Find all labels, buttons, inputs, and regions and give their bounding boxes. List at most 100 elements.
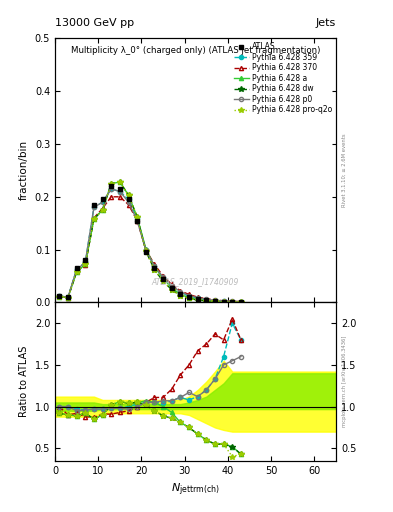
ATLAS: [178, 291, 183, 297]
Pythia 6.428 a: [143, 245, 148, 251]
Pythia 6.428 dw: [187, 295, 191, 301]
Pythia 6.428 pro-q2o: [152, 267, 157, 273]
Pythia 6.428 dw: [169, 287, 174, 293]
Pythia 6.428 359: [195, 295, 200, 301]
Pythia 6.428 370: [213, 296, 217, 303]
Pythia 6.428 p0: [195, 294, 200, 301]
ATLAS: [161, 275, 165, 282]
Pythia 6.428 a: [239, 299, 243, 305]
Pythia 6.428 pro-q2o: [230, 299, 235, 305]
ATLAS: [109, 183, 114, 189]
Pythia 6.428 a: [221, 299, 226, 305]
Pythia 6.428 p0: [83, 259, 88, 265]
Pythia 6.428 pro-q2o: [239, 299, 243, 305]
ATLAS: [195, 296, 200, 302]
Pythia 6.428 359: [100, 199, 105, 205]
Pythia 6.428 a: [213, 298, 217, 305]
Pythia 6.428 pro-q2o: [118, 179, 122, 185]
Pythia 6.428 pro-q2o: [135, 214, 140, 220]
Pythia 6.428 dw: [118, 179, 122, 185]
Pythia 6.428 a: [169, 285, 174, 291]
Text: mcplots.cern.ch [arXiv:1306.3436]: mcplots.cern.ch [arXiv:1306.3436]: [342, 336, 347, 428]
Pythia 6.428 a: [83, 261, 88, 267]
Pythia 6.428 p0: [213, 297, 217, 303]
Pythia 6.428 a: [100, 207, 105, 213]
Pythia 6.428 dw: [66, 294, 70, 301]
Pythia 6.428 pro-q2o: [169, 287, 174, 293]
Pythia 6.428 359: [221, 298, 226, 305]
Pythia 6.428 359: [74, 266, 79, 272]
Pythia 6.428 359: [213, 298, 217, 304]
Legend: ATLAS, Pythia 6.428 359, Pythia 6.428 370, Pythia 6.428 a, Pythia 6.428 dw, Pyth: ATLAS, Pythia 6.428 359, Pythia 6.428 37…: [232, 40, 334, 116]
ATLAS: [83, 257, 88, 263]
ATLAS: [213, 298, 217, 305]
Pythia 6.428 370: [152, 261, 157, 267]
Pythia 6.428 359: [178, 290, 183, 296]
Text: Multiplicity λ_0° (charged only) (ATLAS jet fragmentation): Multiplicity λ_0° (charged only) (ATLAS …: [71, 46, 320, 55]
Pythia 6.428 p0: [57, 293, 62, 299]
Pythia 6.428 a: [118, 179, 122, 185]
Pythia 6.428 359: [204, 296, 209, 303]
Pythia 6.428 a: [66, 294, 70, 301]
Pythia 6.428 p0: [109, 186, 114, 192]
Pythia 6.428 dw: [178, 292, 183, 298]
Line: ATLAS: ATLAS: [57, 184, 243, 305]
Pythia 6.428 359: [152, 263, 157, 269]
Pythia 6.428 dw: [57, 293, 62, 300]
Pythia 6.428 370: [161, 273, 165, 279]
ATLAS: [187, 294, 191, 300]
Pythia 6.428 pro-q2o: [204, 298, 209, 304]
Pythia 6.428 pro-q2o: [178, 292, 183, 298]
ATLAS: [74, 265, 79, 271]
Line: Pythia 6.428 p0: Pythia 6.428 p0: [57, 187, 243, 304]
Pythia 6.428 359: [143, 246, 148, 252]
X-axis label: $N_{\rm{jettrm(ch)}}$: $N_{\rm{jettrm(ch)}}$: [171, 481, 220, 498]
Pythia 6.428 359: [83, 259, 88, 265]
Pythia 6.428 359: [57, 293, 62, 299]
Y-axis label: Ratio to ATLAS: Ratio to ATLAS: [19, 346, 29, 417]
Pythia 6.428 dw: [161, 278, 165, 284]
Pythia 6.428 p0: [66, 294, 70, 300]
Pythia 6.428 pro-q2o: [213, 298, 217, 305]
Pythia 6.428 a: [152, 263, 157, 269]
ATLAS: [169, 285, 174, 291]
Pythia 6.428 359: [187, 293, 191, 299]
ATLAS: [66, 294, 70, 300]
Pythia 6.428 dw: [92, 216, 96, 222]
Pythia 6.428 pro-q2o: [221, 299, 226, 305]
Pythia 6.428 p0: [161, 274, 165, 280]
Pythia 6.428 359: [230, 298, 235, 305]
ATLAS: [126, 197, 131, 203]
Pythia 6.428 359: [161, 274, 165, 281]
Pythia 6.428 a: [204, 298, 209, 304]
ATLAS: [143, 249, 148, 255]
Pythia 6.428 370: [204, 295, 209, 302]
Pythia 6.428 370: [57, 293, 62, 299]
Pythia 6.428 359: [109, 186, 114, 192]
Pythia 6.428 359: [118, 188, 122, 195]
Pythia 6.428 dw: [83, 261, 88, 267]
Pythia 6.428 a: [135, 214, 140, 220]
Pythia 6.428 p0: [143, 246, 148, 252]
Pythia 6.428 dw: [100, 207, 105, 213]
Pythia 6.428 a: [187, 294, 191, 301]
Text: 13000 GeV pp: 13000 GeV pp: [55, 18, 134, 28]
Pythia 6.428 dw: [221, 299, 226, 305]
Pythia 6.428 pro-q2o: [57, 293, 62, 300]
ATLAS: [57, 293, 62, 299]
Line: Pythia 6.428 dw: Pythia 6.428 dw: [57, 179, 244, 305]
Pythia 6.428 a: [195, 296, 200, 303]
Pythia 6.428 370: [109, 194, 114, 200]
Pythia 6.428 p0: [100, 199, 105, 205]
Text: ATLAS_2019_I1740909: ATLAS_2019_I1740909: [152, 277, 239, 286]
Pythia 6.428 pro-q2o: [161, 278, 165, 284]
Pythia 6.428 dw: [230, 299, 235, 305]
Pythia 6.428 pro-q2o: [126, 192, 131, 198]
Pythia 6.428 dw: [195, 297, 200, 303]
Pythia 6.428 p0: [118, 188, 122, 195]
Pythia 6.428 a: [230, 299, 235, 305]
Pythia 6.428 a: [109, 181, 114, 187]
Text: Rivet 3.1.10; ≥ 2.6M events: Rivet 3.1.10; ≥ 2.6M events: [342, 134, 347, 207]
Pythia 6.428 359: [169, 284, 174, 290]
Pythia 6.428 359: [92, 204, 96, 210]
